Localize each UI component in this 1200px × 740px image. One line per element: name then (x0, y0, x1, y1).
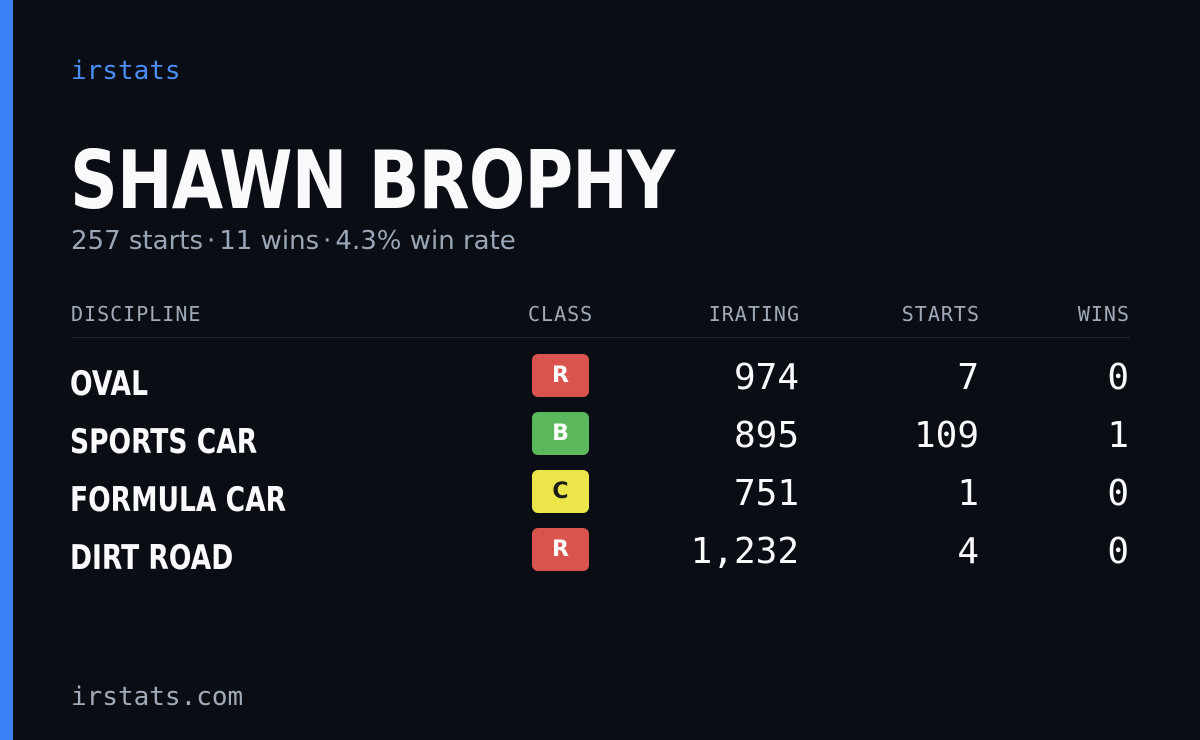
row-irating: 1,232 (690, 531, 799, 572)
class-badge: B (532, 412, 589, 455)
footer-url: irstats.com (71, 682, 244, 712)
header-irating: IRATING (708, 302, 800, 326)
class-badge: C (532, 470, 589, 513)
row-starts: 7 (957, 357, 979, 398)
row-discipline: SPORTS CAR (70, 422, 258, 462)
player-summary: 257 starts · 11 wins · 4.3% win rate (71, 226, 516, 256)
row-wins: 0 (1107, 531, 1129, 572)
row-wins: 1 (1107, 415, 1129, 456)
row-discipline: OVAL (70, 364, 148, 404)
table-row: FORMULA CAR C 751 1 0 (0, 470, 1200, 528)
header-discipline: DISCIPLINE (71, 302, 202, 326)
table-row: SPORTS CAR B 895 109 1 (0, 412, 1200, 470)
win-rate-summary: 4.3% win rate (335, 226, 516, 256)
class-badge: R (532, 354, 589, 397)
header-divider (71, 337, 1130, 338)
separator: · (207, 226, 216, 256)
row-discipline: FORMULA CAR (70, 480, 287, 520)
row-discipline: DIRT ROAD (70, 538, 234, 578)
table-row: OVAL R 974 7 0 (0, 354, 1200, 412)
header-starts: STARTS (901, 302, 980, 326)
starts-summary: 257 starts (71, 226, 203, 256)
separator: · (323, 226, 332, 256)
row-starts: 109 (913, 415, 979, 456)
accent-bar (0, 0, 13, 740)
class-badge: R (532, 528, 589, 571)
header-class: CLASS (528, 302, 594, 326)
table-row: DIRT ROAD R 1,232 4 0 (0, 528, 1200, 586)
row-irating: 974 (733, 357, 799, 398)
row-irating: 751 (733, 473, 799, 514)
row-irating: 895 (733, 415, 799, 456)
row-starts: 1 (957, 473, 979, 514)
row-wins: 0 (1107, 473, 1129, 514)
row-wins: 0 (1107, 357, 1129, 398)
wins-summary: 11 wins (219, 226, 320, 256)
row-starts: 4 (957, 531, 979, 572)
player-name: SHAWN BROPHY (70, 134, 675, 227)
header-wins: WINS (1077, 302, 1130, 326)
brand-logo: irstats (71, 56, 181, 86)
